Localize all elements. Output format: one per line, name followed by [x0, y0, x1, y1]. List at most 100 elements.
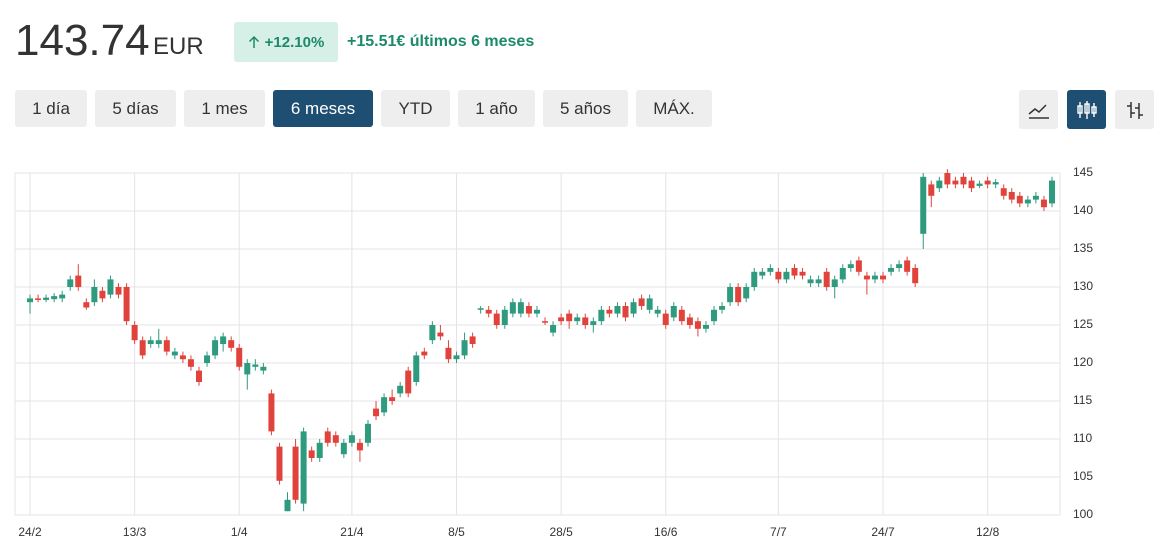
candle-body	[163, 340, 170, 352]
candle-body	[1040, 199, 1047, 208]
candle-body	[228, 340, 235, 348]
change-percent: +12.10%	[264, 33, 325, 51]
x-tick-label: 1/4	[231, 525, 248, 539]
candle-body	[630, 302, 637, 314]
candle-body	[373, 408, 380, 417]
candle-body	[107, 279, 114, 295]
candle-body	[99, 290, 106, 299]
up-arrow-icon	[248, 35, 259, 48]
range-button[interactable]: 6 meses	[273, 90, 373, 127]
candle-body	[694, 321, 701, 329]
candle-body	[936, 180, 943, 189]
candle-body	[646, 298, 653, 310]
candle-body	[51, 296, 58, 300]
candle-body	[389, 397, 396, 401]
candle-body	[815, 279, 822, 284]
range-button[interactable]: 1 mes	[184, 90, 265, 127]
range-button[interactable]: 1 año	[458, 90, 535, 127]
candle-body	[493, 313, 500, 325]
y-tick-label: 115	[1073, 393, 1092, 407]
range-button[interactable]: 5 años	[543, 90, 628, 127]
line-chart-button[interactable]	[1019, 90, 1058, 129]
candle-body	[284, 499, 291, 512]
range-button[interactable]: YTD	[381, 90, 450, 127]
candle-body	[686, 317, 693, 325]
candle-body	[719, 306, 726, 310]
candle-body	[670, 306, 677, 318]
candle-body	[622, 306, 629, 318]
candle-chart-button[interactable]	[1067, 90, 1106, 129]
y-tick-label: 135	[1073, 241, 1093, 255]
candle-body	[896, 264, 903, 268]
candle-body	[356, 442, 363, 451]
candle-body	[727, 287, 734, 303]
change-text: +15.51€ últimos 6 meses	[347, 33, 535, 50]
candle-body	[83, 302, 90, 308]
candle-body	[445, 347, 452, 360]
candle-body	[252, 364, 259, 367]
candle-body	[807, 279, 814, 284]
candle-body	[992, 182, 999, 185]
range-button[interactable]: MÁX.	[636, 90, 712, 127]
line-icon	[1028, 103, 1049, 119]
candle-body	[1049, 180, 1055, 204]
candle-body	[831, 279, 838, 287]
candle-body	[187, 359, 194, 367]
candle-body	[147, 340, 154, 344]
candle-body	[115, 287, 122, 295]
x-tick-label: 28/5	[549, 525, 573, 539]
candle-body	[735, 287, 742, 303]
candle-body	[574, 317, 581, 322]
candle-body	[453, 355, 460, 360]
y-tick-label: 145	[1073, 165, 1093, 179]
candle-body	[43, 297, 50, 300]
candle-body	[751, 271, 758, 287]
candle-body	[316, 442, 323, 458]
candle-body	[525, 306, 532, 314]
ohlc-chart-button[interactable]	[1115, 90, 1154, 129]
candle-body	[123, 287, 130, 322]
candle-body	[469, 336, 476, 344]
candle-body	[1000, 188, 1007, 196]
candle-body	[767, 268, 774, 272]
candle-body	[928, 184, 935, 196]
candle-body	[904, 260, 911, 272]
candle-body	[236, 347, 243, 367]
x-tick-label: 12/8	[976, 525, 1000, 539]
range-button[interactable]: 1 día	[15, 90, 87, 127]
candle-body	[558, 317, 565, 322]
candle-body	[888, 268, 895, 272]
candle-body	[437, 332, 444, 337]
currency: EUR	[153, 33, 204, 60]
candle-body	[509, 302, 516, 314]
candle-body	[171, 351, 178, 356]
candle-body	[598, 309, 605, 322]
candle-body	[968, 180, 975, 189]
candle-body	[654, 309, 661, 314]
y-tick-label: 125	[1073, 317, 1093, 331]
candle-body	[204, 355, 211, 363]
candle-body	[912, 268, 919, 284]
candle-body	[421, 351, 428, 356]
candle-body	[880, 275, 887, 280]
candle-body	[139, 340, 146, 356]
y-tick-label: 120	[1073, 355, 1093, 369]
candle-body	[244, 363, 251, 375]
candle-body	[606, 309, 613, 314]
candle-body	[276, 446, 283, 481]
candle-body	[791, 268, 798, 276]
candle-body	[300, 431, 307, 504]
candle-body	[260, 366, 267, 371]
range-button[interactable]: 5 días	[95, 90, 176, 127]
candle-body	[566, 313, 573, 322]
x-tick-label: 13/3	[123, 525, 147, 539]
candle-body	[743, 287, 750, 299]
candle-body	[179, 355, 186, 360]
candle-body	[1024, 199, 1031, 204]
candle-body	[131, 325, 138, 341]
candle-body	[67, 279, 74, 287]
x-tick-label: 21/4	[340, 525, 364, 539]
candle-body	[381, 397, 388, 413]
candle-body	[871, 275, 878, 280]
